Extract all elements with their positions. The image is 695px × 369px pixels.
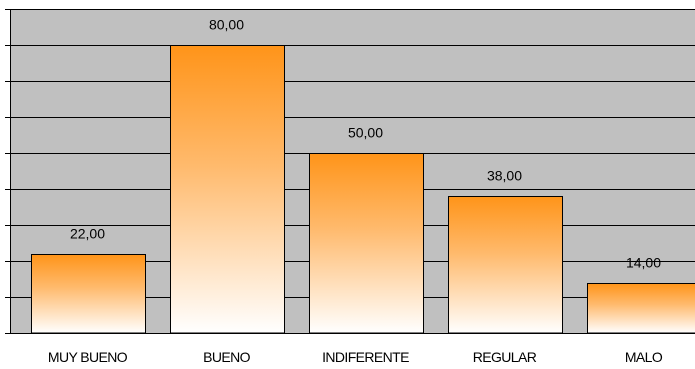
data-label: 14,00	[626, 255, 661, 271]
bar-series	[31, 45, 695, 334]
bar	[587, 283, 695, 334]
data-label: 80,00	[209, 17, 244, 33]
bar	[309, 153, 424, 334]
data-label: 50,00	[348, 125, 383, 141]
bar	[448, 196, 563, 334]
bar	[170, 45, 285, 334]
data-label: 38,00	[487, 168, 522, 184]
category-axis: MUY BUENO BUENO INDIFERENTE REGULAR MALO	[48, 349, 664, 365]
data-labels: 22,00 80,00 50,00 38,00 14,00	[70, 17, 661, 271]
x-tick-label: INDIFERENTE	[322, 349, 409, 365]
x-tick-label: MALO	[625, 349, 663, 365]
bar	[31, 254, 146, 334]
data-label: 22,00	[70, 226, 105, 242]
x-tick-label: MUY BUENO	[48, 349, 128, 365]
x-tick-label: BUENO	[203, 349, 250, 365]
x-tick-label: REGULAR	[473, 349, 537, 365]
y-axis	[5, 9, 11, 334]
